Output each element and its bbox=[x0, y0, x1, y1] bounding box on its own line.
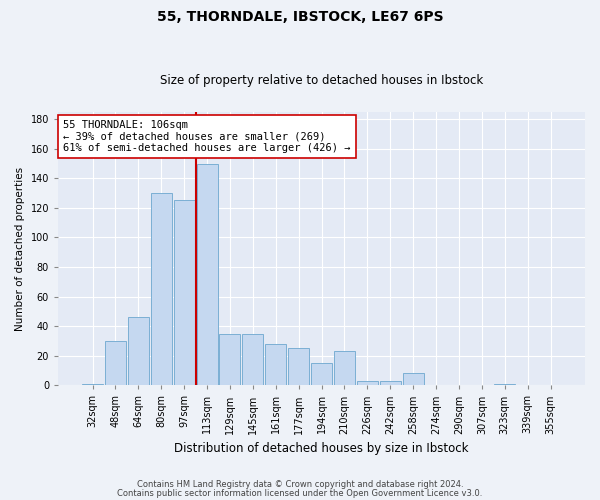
Bar bbox=[311, 363, 332, 386]
Text: Contains HM Land Registry data © Crown copyright and database right 2024.: Contains HM Land Registry data © Crown c… bbox=[137, 480, 463, 489]
Bar bbox=[151, 193, 172, 386]
Bar bbox=[128, 318, 149, 386]
Bar bbox=[220, 334, 241, 386]
Bar bbox=[494, 384, 515, 386]
Title: Size of property relative to detached houses in Ibstock: Size of property relative to detached ho… bbox=[160, 74, 483, 87]
Bar bbox=[288, 348, 309, 386]
Bar bbox=[357, 381, 378, 386]
Bar bbox=[173, 200, 194, 386]
Bar bbox=[82, 384, 103, 386]
Bar bbox=[380, 381, 401, 386]
Text: 55, THORNDALE, IBSTOCK, LE67 6PS: 55, THORNDALE, IBSTOCK, LE67 6PS bbox=[157, 10, 443, 24]
Text: 55 THORNDALE: 106sqm
← 39% of detached houses are smaller (269)
61% of semi-deta: 55 THORNDALE: 106sqm ← 39% of detached h… bbox=[64, 120, 351, 153]
Text: Contains public sector information licensed under the Open Government Licence v3: Contains public sector information licen… bbox=[118, 488, 482, 498]
Bar bbox=[403, 374, 424, 386]
Bar bbox=[197, 164, 218, 386]
Bar bbox=[242, 334, 263, 386]
Bar bbox=[334, 352, 355, 386]
Y-axis label: Number of detached properties: Number of detached properties bbox=[15, 166, 25, 330]
Bar bbox=[105, 341, 126, 386]
X-axis label: Distribution of detached houses by size in Ibstock: Distribution of detached houses by size … bbox=[174, 442, 469, 455]
Bar bbox=[265, 344, 286, 386]
